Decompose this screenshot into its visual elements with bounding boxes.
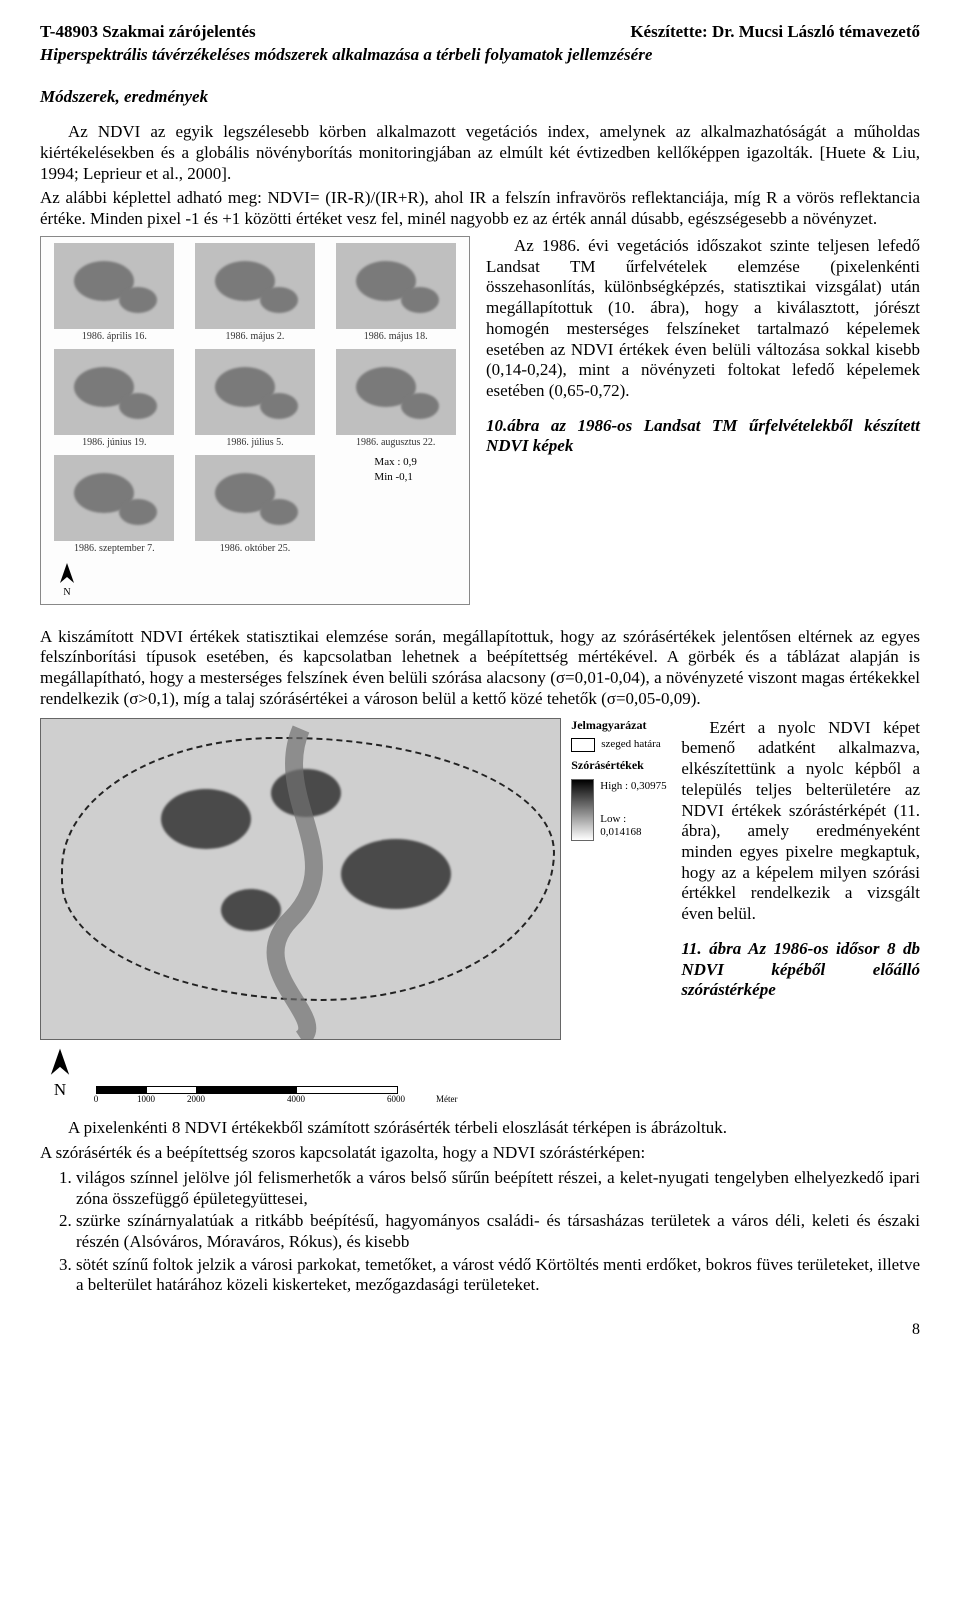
intro-paragraph: Az NDVI az egyik legszélesebb körben alk… [40,122,920,184]
north-label: N [63,587,70,599]
river-icon [41,719,561,1039]
sm-cell: 1986. május 2. [188,243,323,343]
ndvi-thumb [336,349,456,435]
scale-unit: Méter [436,1094,458,1105]
header-right: Készítette: Dr. Mucsi László témavezető [630,22,920,43]
sm-caption: 1986. április 16. [82,331,147,343]
findings-list: világos színnel jelölve jól felismerhető… [40,1168,920,1296]
sm-grid: 1986. április 16. 1986. május 2. 1986. m… [47,243,463,556]
sm-panel: 1986. április 16. 1986. május 2. 1986. m… [40,236,470,605]
sm-legend-cell: Max : 0,9 Min -0,1 [328,455,463,555]
figure-10-text: Az 1986. évi vegetációs időszakot szinte… [486,236,920,605]
figure-11-text: Ezért a nyolc NDVI képet bemenő adatként… [681,718,920,1101]
map-legend: Jelmagyarázat szeged határa Szórásértéke… [571,718,667,1040]
ndvi-thumb [54,349,174,435]
legend-low-label: Low : 0,014168 [600,813,667,840]
sm-cell: 1986. szeptember 7. [47,455,182,555]
gradient-bar-icon [571,779,594,841]
sm-cell: 1986. július 5. [188,349,323,449]
scale-tick: 4000 [287,1094,305,1105]
map-right-paragraph: Ezért a nyolc NDVI képet bemenő adatként… [681,718,920,925]
legend-high-item: High : 0,30975 Low : 0,014168 [571,779,667,841]
sm-cell: 1986. október 25. [188,455,323,555]
ndvi-thumb [54,455,174,541]
page: T-48903 Szakmai zárójelentés Készítette:… [0,0,960,1370]
list-intro-1: A pixelenkénti 8 NDVI értékekből számíto… [40,1118,920,1139]
figure-11-caption-text: 11. ábra Az 1986-os idősor 8 db NDVI kép… [681,939,920,999]
map-wrap: Jelmagyarázat szeged határa Szórásértéke… [40,718,667,1101]
running-header: T-48903 Szakmai zárójelentés Készítette:… [40,22,920,43]
page-number: 8 [40,1320,920,1340]
ndvi-thumb [336,243,456,329]
list-item: világos színnel jelölve jól felismerhető… [76,1168,920,1209]
sm-caption: 1986. augusztus 22. [356,437,435,449]
ndvi-small-multiples: 1986. április 16. 1986. május 2. 1986. m… [40,236,470,605]
sm-legend-max: Max : 0,9 [374,455,416,469]
ndvi-thumb [54,243,174,329]
sm-caption: 1986. szeptember 7. [74,543,155,555]
sm-cell: 1986. június 19. [47,349,182,449]
std-dev-map [40,718,561,1040]
scalebar-segment [146,1086,198,1094]
figure-11-caption: 11. ábra Az 1986-os idősor 8 db NDVI kép… [681,939,920,1001]
scale-tick: 1000 [137,1094,155,1105]
sm-caption: 1986. október 25. [220,543,291,555]
sm-caption: 1986. június 19. [82,437,146,449]
formula-paragraph: Az alábbi képlettel adható meg: NDVI= (I… [40,188,920,229]
sm-caption: 1986. július 5. [226,437,283,449]
section-title: Módszerek, eredmények [40,87,920,108]
sm-legend-min: Min -0,1 [374,470,416,484]
sm-caption: 1986. május 2. [226,331,285,343]
mid-paragraph: A kiszámított NDVI értékek statisztikai … [40,627,920,710]
north-arrow-icon: N [47,561,87,599]
legend-title: Jelmagyarázat [571,718,667,733]
legend-high-label: High : 0,30975 [600,780,667,793]
scale-tick: 2000 [187,1094,205,1105]
ndvi-thumb [195,349,315,435]
north-arrow-icon: N [40,1046,80,1101]
sm-cell: 1986. április 16. [47,243,182,343]
ndvi-thumb [195,455,315,541]
scalebar-segment [96,1086,148,1094]
figure-10-caption-text: 10.ábra az 1986-os Landsat TM űrfelvétel… [486,416,920,456]
legend-scatter-title: Szórásértékek [571,758,667,773]
scalebar-segment [296,1086,398,1094]
list-intro-2: A szórásérték és a beépítettség szoros k… [40,1143,920,1164]
boundary-swatch-icon [571,738,595,752]
scalebar-segment [196,1086,298,1094]
legend-boundary-item: szeged határa [571,738,667,752]
sm-legend: Max : 0,9 Min -0,1 [374,455,416,484]
figure-11-block: Jelmagyarázat szeged határa Szórásértéke… [40,718,920,1101]
list-item: szürke színárnyalatúak a ritkább beépíté… [76,1211,920,1252]
header-left: T-48903 Szakmai zárójelentés [40,22,256,43]
legend-boundary-label: szeged határa [601,738,661,751]
north-label: N [54,1080,66,1101]
list-item: sötét színű foltok jelzik a városi parko… [76,1255,920,1296]
right-paragraph: Az 1986. évi vegetációs időszakot szinte… [486,236,920,402]
scale-tick: 6000 [387,1094,405,1105]
scale-tick: 0 [94,1094,99,1105]
sm-cell: 1986. augusztus 22. [328,349,463,449]
figure-10-caption: 10.ábra az 1986-os Landsat TM űrfelvétel… [486,416,920,457]
figure-10-block: 1986. április 16. 1986. május 2. 1986. m… [40,236,920,605]
header-subtitle: Hiperspektrális távérzékeléses módszerek… [40,45,920,66]
sm-cell: 1986. május 18. [328,243,463,343]
scalebar: 0 1000 2000 4000 6000 Méter [96,1082,396,1100]
sm-bottom: N [47,561,463,599]
sm-caption: 1986. május 18. [364,331,428,343]
ndvi-thumb [195,243,315,329]
